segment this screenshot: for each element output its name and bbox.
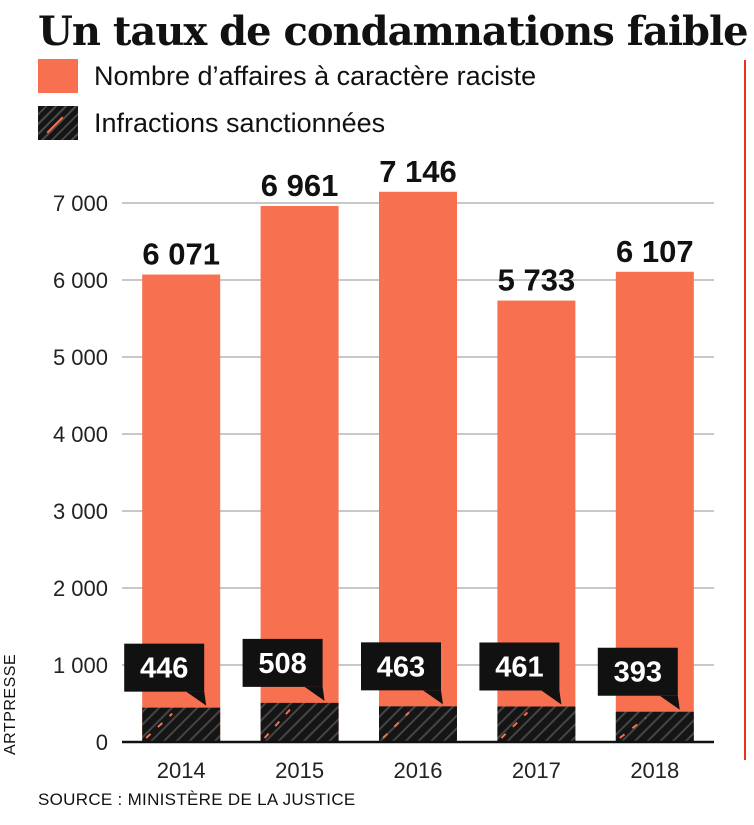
credit-label: ARTPRESSE: [2, 653, 19, 755]
bar-infractions: [497, 706, 576, 742]
right-divider: [744, 60, 746, 760]
y-tick-label: 2 000: [53, 576, 108, 601]
y-tick-label: 1 000: [53, 653, 108, 678]
bar-infractions-accent: [382, 711, 410, 739]
chart-title: Un taux de condamnations faible: [38, 8, 749, 55]
value-label-affaires: 6 107: [616, 234, 694, 269]
bar-infractions-accent: [263, 708, 292, 739]
legend-swatch-infractions: [38, 106, 78, 140]
x-tick-label: 2018: [630, 758, 679, 783]
y-tick-label: 5 000: [53, 345, 108, 370]
bar-infractions: [379, 706, 457, 742]
callout-box: [361, 642, 441, 691]
legend-label-affaires: Nombre d’affaires à caractère raciste: [94, 60, 537, 91]
callout-box: [124, 643, 205, 692]
legend-item-affaires: Nombre d’affaires à caractère raciste: [38, 58, 536, 94]
value-label-infractions: 461: [495, 652, 543, 684]
y-tick-label: 4 000: [53, 422, 108, 447]
callout-box: [597, 647, 678, 696]
legend-item-infractions: Infractions sanctionnées: [38, 105, 385, 141]
bar-infractions-accent: [619, 716, 647, 739]
value-label-infractions: 393: [614, 657, 662, 689]
y-tick-label: 7 000: [53, 191, 108, 216]
callout-pointer: [541, 690, 562, 705]
callout-box: [242, 638, 323, 687]
bar-infractions-accent: [500, 711, 529, 739]
value-label-affaires: 6 071: [142, 237, 220, 272]
value-label-affaires: 5 733: [498, 263, 576, 298]
bar-infractions: [615, 711, 694, 742]
value-label-infractions: 463: [377, 651, 425, 683]
y-tick-label: 6 000: [53, 268, 108, 293]
x-tick-label: 2017: [512, 758, 561, 783]
value-label-infractions: 508: [258, 648, 306, 680]
callout-pointer: [659, 695, 680, 710]
value-label-affaires: 6 961: [261, 168, 339, 203]
source-note: SOURCE : MINISTÈRE DE LA JUSTICE: [38, 790, 356, 809]
x-tick-label: 2016: [394, 758, 443, 783]
bar-infractions-accent: [145, 712, 173, 739]
callout-pointer: [186, 691, 207, 706]
bar-infractions: [260, 702, 339, 742]
x-tick-label: 2015: [275, 758, 324, 783]
callout-box: [479, 642, 560, 691]
legend-label-infractions: Infractions sanctionnées: [94, 107, 386, 138]
legend-swatch-affaires: [38, 59, 78, 93]
y-tick-label: 3 000: [53, 499, 108, 524]
value-label-affaires: 7 146: [379, 154, 457, 189]
value-label-infractions: 446: [140, 653, 188, 685]
callout-pointer: [304, 686, 325, 701]
bar-infractions: [142, 707, 221, 742]
y-tick-label: 0: [96, 730, 108, 755]
callout-pointer: [423, 690, 443, 705]
x-tick-label: 2014: [157, 758, 206, 783]
